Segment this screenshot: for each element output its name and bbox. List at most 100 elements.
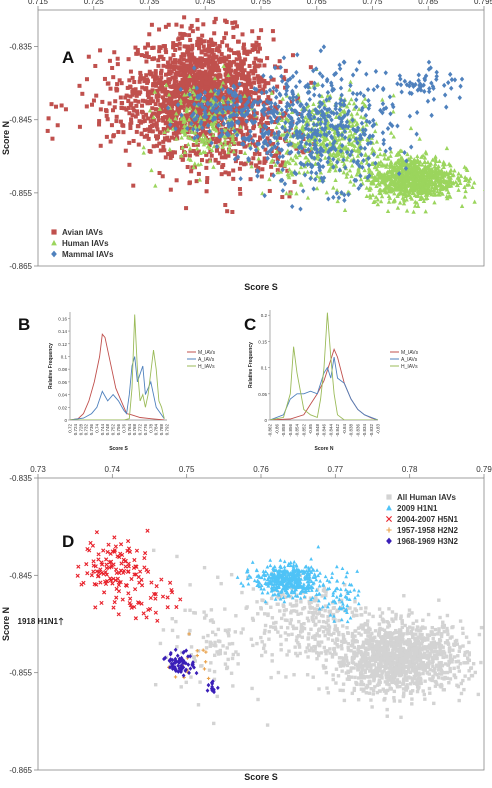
data-point <box>190 58 194 62</box>
data-point <box>423 679 426 682</box>
data-point <box>399 82 403 87</box>
data-point <box>363 146 367 151</box>
data-point <box>370 705 373 708</box>
data-point <box>149 168 153 172</box>
data-point <box>255 173 259 178</box>
data-point <box>164 155 168 159</box>
data-point <box>373 129 377 133</box>
x-tick-label: 0.752 <box>111 424 116 436</box>
data-point <box>444 105 448 110</box>
data-point <box>399 674 402 677</box>
data-point <box>354 97 358 102</box>
data-point <box>158 130 162 134</box>
data-point <box>161 64 165 68</box>
data-point <box>392 198 396 202</box>
data-point <box>238 167 242 171</box>
x-tick-label: 0.795 <box>474 0 492 6</box>
data-point <box>334 681 337 684</box>
data-point <box>299 182 303 186</box>
data-point <box>47 116 51 120</box>
data-point <box>274 153 278 157</box>
points-layer <box>30 0 487 214</box>
data-point <box>312 675 315 678</box>
legend-label: Human IAVs <box>62 239 109 248</box>
data-point <box>201 22 205 26</box>
data-point <box>182 15 186 19</box>
y-tick-label: -0.835 <box>9 474 32 483</box>
data-point <box>435 70 439 75</box>
data-point <box>176 66 180 70</box>
data-point <box>106 82 110 86</box>
data-point <box>154 69 158 73</box>
data-point <box>99 107 103 111</box>
data-point <box>415 628 418 631</box>
data-point <box>410 702 413 705</box>
panel-letter: A <box>62 48 74 67</box>
data-point <box>238 176 242 181</box>
data-point <box>399 643 402 646</box>
data-point <box>257 36 261 40</box>
data-point <box>320 83 324 88</box>
data-point <box>161 145 165 149</box>
data-point <box>87 55 91 59</box>
data-point <box>322 44 326 49</box>
data-point <box>127 106 131 110</box>
data-point <box>298 79 302 84</box>
data-point <box>465 635 468 638</box>
x-tick-label: -0.862 <box>268 424 273 437</box>
y-tick-label: 0 <box>264 418 267 423</box>
data-point <box>127 141 131 145</box>
data-point <box>85 104 89 108</box>
x-tick-label: 0.745 <box>195 0 216 6</box>
data-point <box>460 692 463 695</box>
data-point <box>448 646 451 649</box>
x-tick-label: -0.83 <box>376 424 381 435</box>
data-point <box>442 83 446 88</box>
data-point <box>347 87 351 91</box>
data-point <box>342 198 346 203</box>
x-tick-label: -0.86 <box>274 424 279 435</box>
data-point <box>220 52 224 56</box>
data-point <box>253 69 257 73</box>
x-tick-label: 0.75 <box>179 465 195 474</box>
data-point <box>187 33 191 37</box>
data-point <box>239 161 243 165</box>
data-point <box>243 151 247 155</box>
data-point <box>173 95 177 99</box>
x-tick-label: 0.744 <box>100 424 105 436</box>
data-point <box>121 130 125 134</box>
data-point <box>205 189 209 193</box>
data-point <box>448 650 451 653</box>
data-point <box>157 49 161 53</box>
data-point <box>343 208 347 212</box>
data-point <box>447 681 450 684</box>
panel-letter: C <box>244 315 256 334</box>
data-point <box>174 75 178 79</box>
data-point <box>405 208 409 212</box>
x-tick-label: 0.78 <box>402 465 418 474</box>
panel-letter: B <box>18 315 30 334</box>
data-point <box>189 169 193 173</box>
data-point <box>131 93 135 97</box>
data-point <box>143 128 147 132</box>
data-point <box>238 63 242 67</box>
data-point <box>119 120 123 124</box>
data-point <box>305 170 309 174</box>
data-point <box>223 170 227 174</box>
x-tick-label: -0.836 <box>355 424 360 437</box>
data-point <box>204 166 208 170</box>
legend-label: M_IAVs <box>198 350 216 356</box>
data-point <box>184 206 188 210</box>
data-point <box>170 136 174 140</box>
data-point <box>426 160 430 164</box>
data-point <box>249 177 253 181</box>
data-point <box>428 692 431 695</box>
data-point <box>195 18 199 22</box>
data-point <box>381 101 385 106</box>
data-point <box>246 80 250 84</box>
x-tick-label: 0.76 <box>121 424 126 433</box>
x-tick-label: -0.842 <box>335 424 340 437</box>
data-point <box>188 38 192 42</box>
data-point <box>472 180 476 184</box>
